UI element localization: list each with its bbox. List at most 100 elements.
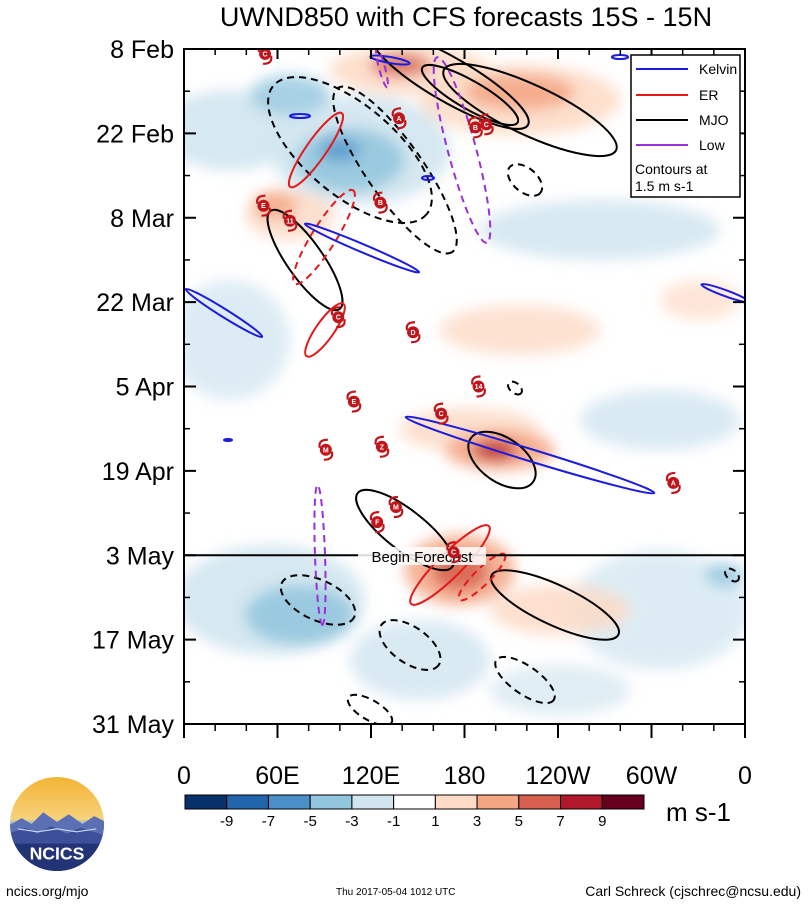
storm-marker-dot bbox=[374, 196, 387, 209]
storm-marker: C bbox=[433, 402, 449, 425]
storm-marker-label: C bbox=[263, 51, 268, 58]
storm-marker-tail bbox=[411, 333, 421, 344]
storm-marker-tail bbox=[287, 222, 298, 232]
colorbar-label: -9 bbox=[220, 813, 233, 830]
storm-marker-label: A bbox=[397, 116, 402, 123]
storm-marker-dot bbox=[480, 118, 493, 131]
storm-marker: M bbox=[318, 438, 334, 461]
storm-marker-dot bbox=[257, 199, 270, 212]
storm-marker-tail bbox=[405, 321, 416, 331]
storm-marker-tail bbox=[439, 415, 449, 425]
storm-marker-tail bbox=[374, 435, 384, 446]
footer-author: Carl Schreck (cjschrec@ncsu.edu) bbox=[585, 883, 801, 899]
storm-marker-tail bbox=[323, 451, 334, 461]
y-tick-label: 8 Mar bbox=[110, 205, 174, 233]
storm-marker-tail bbox=[372, 191, 383, 201]
storm-marker-tail bbox=[446, 541, 456, 551]
storm-marker-tail bbox=[451, 553, 462, 564]
storm-marker-label: B bbox=[378, 200, 383, 207]
storm-marker-dot bbox=[389, 501, 402, 514]
storm-marker-tail bbox=[671, 484, 681, 495]
storm-marker-tail bbox=[282, 209, 293, 220]
y-tick-label: 5 Apr bbox=[116, 374, 174, 402]
storm-marker: E bbox=[256, 194, 271, 217]
legend-note-line1: Contours at bbox=[635, 161, 707, 177]
x-axis: 0 60E 120E 180 120W 60W 0 bbox=[177, 49, 752, 790]
storm-marker-tail bbox=[351, 403, 362, 413]
colorbar-label: -7 bbox=[262, 813, 275, 830]
chart-title: UWND850 with CFS forecasts 15S - 15N bbox=[220, 2, 712, 32]
storm-marker-label: C bbox=[439, 411, 444, 418]
colorbar-label: 1 bbox=[431, 813, 439, 830]
storm-marker: A bbox=[665, 471, 681, 495]
storm-marker-dot bbox=[347, 395, 360, 408]
storm-marker-dot bbox=[375, 440, 388, 453]
storm-marker-label: C bbox=[484, 122, 489, 129]
storm-marker-tail bbox=[375, 523, 385, 534]
colorbar-swatch bbox=[184, 794, 228, 810]
storm-marker-label: B bbox=[473, 125, 478, 132]
x-tick-label: 60E bbox=[255, 762, 299, 790]
storm-marker-label: A bbox=[671, 480, 676, 487]
storm-marker: D bbox=[405, 321, 421, 344]
storm-marker-tail bbox=[330, 306, 341, 316]
storm-marker-tail bbox=[473, 129, 483, 139]
storm-marker-tail bbox=[318, 438, 328, 449]
colorbar-label: 3 bbox=[473, 813, 481, 830]
storm-marker-tail bbox=[379, 448, 390, 458]
storm-marker-dot bbox=[259, 49, 272, 60]
storm-marker-dot bbox=[667, 476, 680, 489]
colorbar-swatch bbox=[476, 794, 520, 810]
y-tick-label: 8 Feb bbox=[110, 36, 174, 64]
storm-marker-tail bbox=[388, 495, 398, 506]
storm-marker-tail bbox=[665, 471, 676, 482]
storm-marker-label: Z bbox=[380, 444, 385, 451]
storm-marker: B bbox=[467, 116, 483, 139]
storm-marker-tail bbox=[369, 511, 380, 521]
colorbar-swatch bbox=[351, 794, 395, 810]
storm-marker-label: M bbox=[323, 447, 329, 454]
storm-marker: C bbox=[330, 306, 346, 329]
storm-marker-dot bbox=[435, 407, 448, 420]
legend-mjo-label: MJO bbox=[699, 112, 729, 128]
storm-marker: B bbox=[372, 191, 388, 214]
colorbar-label: 9 bbox=[598, 813, 606, 830]
footer-url: ncics.org/mjo bbox=[6, 883, 89, 899]
y-tick-label: 31 May bbox=[92, 711, 174, 739]
y-tick-label: 19 Apr bbox=[102, 458, 174, 486]
colorbar-swatch bbox=[226, 794, 269, 810]
colorbar-swatch bbox=[309, 794, 353, 810]
legend: Kelvin ER MJO Low Contours at 1.5 m s-1 bbox=[630, 54, 741, 198]
legend-low-label: Low bbox=[699, 137, 726, 153]
x-tick-label: 0 bbox=[177, 762, 191, 790]
x-tick-label: 120E bbox=[342, 762, 400, 790]
storm-marker-dot bbox=[469, 121, 482, 134]
colorbar-label: -5 bbox=[304, 813, 317, 830]
storm-marker: 11 bbox=[282, 209, 298, 232]
ncics-logo: NCICS bbox=[9, 776, 105, 872]
storm-marker-tail bbox=[478, 113, 489, 123]
storm-marker: F bbox=[369, 511, 385, 534]
y-tick-label: 3 May bbox=[106, 542, 175, 570]
colorbar-label: -1 bbox=[387, 813, 400, 830]
colorbar-swatch bbox=[267, 794, 311, 810]
y-tick-label: 22 Mar bbox=[96, 289, 174, 317]
storm-marker-label: D bbox=[411, 330, 416, 337]
storm-marker-tail bbox=[393, 508, 404, 519]
y-axis: 8 Feb 22 Feb 8 Mar 22 Mar 5 Apr 19 Apr 3 May 17… bbox=[92, 36, 745, 739]
storm-marker-label: M bbox=[393, 505, 399, 512]
storm-marker-label: E bbox=[352, 399, 357, 406]
y-tick-label: 17 May bbox=[92, 627, 174, 655]
colorbar-units: m s-1 bbox=[666, 797, 731, 827]
storm-marker-tail bbox=[346, 390, 356, 400]
storm-marker-tail bbox=[467, 116, 478, 126]
storm-marker-label: C bbox=[451, 550, 456, 557]
storm-marker: C bbox=[478, 113, 494, 136]
storm-marker: Z bbox=[374, 435, 390, 458]
storm-marker-tail bbox=[378, 204, 388, 214]
storm-marker-dot bbox=[283, 214, 296, 227]
storm-marker-label: C bbox=[336, 315, 341, 322]
colorbar-swatch bbox=[518, 794, 562, 810]
